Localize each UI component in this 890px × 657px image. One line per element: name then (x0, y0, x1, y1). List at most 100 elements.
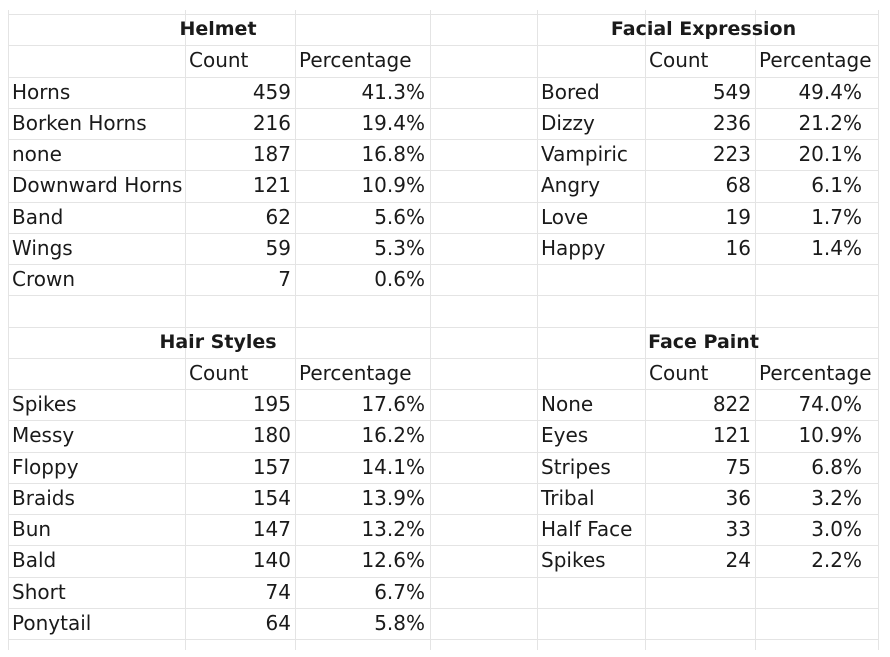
row-percentage[interactable]: 1.7% (811, 205, 862, 229)
row-label[interactable]: Short (12, 580, 66, 604)
row-label[interactable]: Love (541, 205, 589, 229)
row-label[interactable]: Half Face (541, 517, 633, 541)
row-count[interactable]: 147 (252, 517, 291, 541)
row-percentage[interactable]: 6.7% (374, 580, 425, 604)
row-count[interactable]: 154 (252, 486, 291, 510)
row-label[interactable]: Crown (12, 267, 76, 291)
row-percentage[interactable]: 20.1% (798, 142, 862, 166)
row-label[interactable]: Ponytail (12, 611, 92, 635)
row-percentage[interactable]: 17.6% (361, 392, 425, 416)
row-label[interactable]: Spikes (12, 392, 77, 416)
count-header[interactable]: Count (649, 48, 709, 72)
row-count[interactable]: 24 (725, 548, 751, 572)
row-count[interactable]: 16 (725, 236, 751, 260)
row-percentage[interactable]: 21.2% (798, 111, 862, 135)
grid-row-line (8, 14, 878, 15)
percentage-header[interactable]: Percentage (299, 361, 412, 385)
row-count[interactable]: 157 (252, 455, 291, 479)
row-label[interactable]: Horns (12, 80, 71, 104)
row-percentage[interactable]: 41.3% (361, 80, 425, 104)
row-count[interactable]: 216 (252, 111, 291, 135)
row-percentage[interactable]: 14.1% (361, 455, 425, 479)
row-percentage[interactable]: 6.1% (811, 173, 862, 197)
row-label[interactable]: Angry (541, 173, 601, 197)
count-header[interactable]: Count (189, 48, 249, 72)
grid-row-line (8, 108, 878, 109)
row-percentage[interactable]: 5.3% (374, 236, 425, 260)
row-label[interactable]: Dizzy (541, 111, 595, 135)
row-percentage[interactable]: 5.8% (374, 611, 425, 635)
row-label[interactable]: Wings (12, 236, 73, 260)
row-count[interactable]: 236 (712, 111, 751, 135)
row-percentage[interactable]: 3.2% (811, 486, 862, 510)
row-label[interactable]: Band (12, 205, 64, 229)
row-label[interactable]: Eyes (541, 423, 589, 447)
hair-styles-title[interactable]: Hair Styles (159, 331, 277, 353)
row-count[interactable]: 549 (712, 80, 751, 104)
row-percentage[interactable]: 13.9% (361, 486, 425, 510)
count-header[interactable]: Count (189, 361, 249, 385)
row-count[interactable]: 74 (265, 580, 291, 604)
row-label[interactable]: Braids (12, 486, 75, 510)
row-count[interactable]: 459 (252, 80, 291, 104)
row-count[interactable]: 64 (265, 611, 291, 635)
row-percentage[interactable]: 1.4% (811, 236, 862, 260)
row-percentage[interactable]: 2.2% (811, 548, 862, 572)
row-count[interactable]: 62 (265, 205, 291, 229)
helmet-title[interactable]: Helmet (179, 18, 257, 40)
face-paint-title[interactable]: Face Paint (648, 331, 759, 353)
row-label[interactable]: Happy (541, 236, 606, 260)
row-label[interactable]: none (12, 142, 62, 166)
row-percentage[interactable]: 0.6% (374, 267, 425, 291)
grid-row-line (8, 139, 878, 140)
grid-row-line (8, 608, 878, 609)
row-percentage[interactable]: 16.2% (361, 423, 425, 447)
grid-row-line (8, 202, 878, 203)
row-label[interactable]: Downward Horns (12, 173, 183, 197)
row-percentage[interactable]: 19.4% (361, 111, 425, 135)
row-count[interactable]: 187 (252, 142, 291, 166)
row-label[interactable]: Messy (12, 423, 75, 447)
row-percentage[interactable]: 6.8% (811, 455, 862, 479)
row-percentage[interactable]: 5.6% (374, 205, 425, 229)
row-count[interactable]: 59 (265, 236, 291, 260)
row-count[interactable]: 75 (725, 455, 751, 479)
row-label[interactable]: Bun (12, 517, 52, 541)
row-count[interactable]: 822 (712, 392, 751, 416)
row-label[interactable]: Vampiric (541, 142, 628, 166)
count-header[interactable]: Count (649, 361, 709, 385)
percentage-header[interactable]: Percentage (299, 48, 412, 72)
row-percentage[interactable]: 3.0% (811, 517, 862, 541)
row-count[interactable]: 7 (278, 267, 291, 291)
row-count[interactable]: 121 (252, 173, 291, 197)
row-label[interactable]: Floppy (12, 455, 79, 479)
row-label[interactable]: Tribal (541, 486, 595, 510)
row-percentage[interactable]: 10.9% (361, 173, 425, 197)
row-count[interactable]: 33 (725, 517, 751, 541)
row-label[interactable]: Spikes (541, 548, 606, 572)
row-count[interactable]: 140 (252, 548, 291, 572)
percentage-header[interactable]: Percentage (759, 48, 872, 72)
row-count[interactable]: 180 (252, 423, 291, 447)
grid-row-line (8, 639, 878, 640)
row-count[interactable]: 19 (725, 205, 751, 229)
percentage-header[interactable]: Percentage (759, 361, 872, 385)
row-percentage[interactable]: 16.8% (361, 142, 425, 166)
row-count[interactable]: 121 (712, 423, 751, 447)
grid-row-line (8, 452, 878, 453)
row-percentage[interactable]: 74.0% (798, 392, 862, 416)
row-label[interactable]: Stripes (541, 455, 611, 479)
row-label[interactable]: Bored (541, 80, 600, 104)
row-percentage[interactable]: 10.9% (798, 423, 862, 447)
row-count[interactable]: 223 (712, 142, 751, 166)
row-count[interactable]: 36 (725, 486, 751, 510)
row-percentage[interactable]: 12.6% (361, 548, 425, 572)
row-label[interactable]: Borken Horns (12, 111, 147, 135)
row-count[interactable]: 195 (252, 392, 291, 416)
row-percentage[interactable]: 49.4% (798, 80, 862, 104)
facial-expression-title[interactable]: Facial Expression (610, 18, 797, 40)
row-label[interactable]: None (541, 392, 594, 416)
row-percentage[interactable]: 13.2% (361, 517, 425, 541)
row-label[interactable]: Bald (12, 548, 57, 572)
row-count[interactable]: 68 (725, 173, 751, 197)
